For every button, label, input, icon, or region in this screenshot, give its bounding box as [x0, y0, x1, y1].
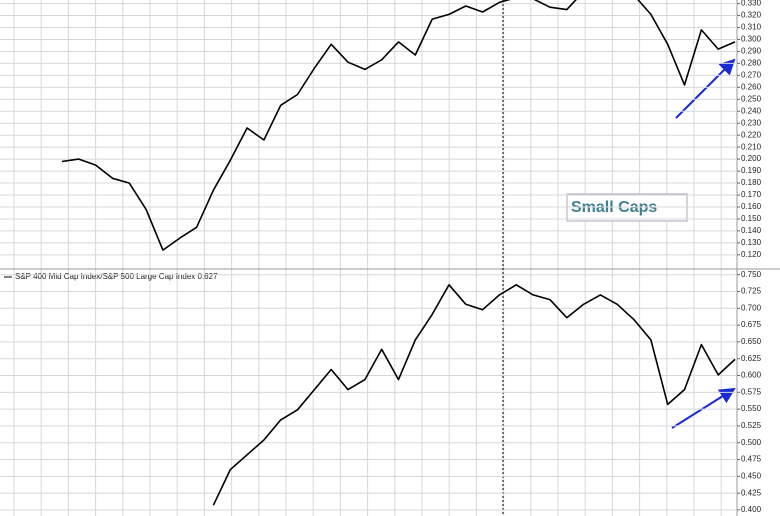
plot-bg [0, 0, 737, 516]
y-tick-label: 0.310 [741, 23, 762, 32]
y-tick-label: 0.240 [741, 106, 762, 115]
y-tick-label: 0.400 [741, 505, 762, 514]
series-group [212, 284, 736, 506]
price-line [61, 0, 736, 251]
y-tick-label: 0.230 [741, 118, 762, 127]
y-tick-label: 0.450 [741, 471, 762, 480]
y-tick-label: 0.600 [741, 371, 762, 380]
y-tick-label: 0.140 [741, 226, 762, 235]
annotation-box [566, 193, 688, 222]
series-group [61, 0, 736, 251]
arrow [675, 58, 736, 119]
y-tick-label: 0.160 [741, 202, 762, 211]
arrow [671, 387, 736, 429]
y-tick-label: 0.525 [741, 421, 762, 430]
vertical-grid [13, 0, 722, 516]
y-tick-label: 0.150 [741, 214, 762, 223]
y-tick-label: 0.725 [741, 287, 762, 296]
y-tick-label: 0.330 [741, 0, 762, 8]
y-tick-label: 0.425 [741, 488, 762, 497]
y-tick-label: 0.170 [741, 190, 762, 199]
y-tick-label: 0.280 [741, 59, 762, 68]
y-tick-label: 0.200 [741, 154, 762, 163]
y-tick-label: 0.750 [741, 270, 762, 279]
y-tick-label: 0.260 [741, 82, 762, 91]
price-line [212, 284, 736, 506]
y-tick-label: 0.550 [741, 404, 762, 413]
y-tick-label: 0.675 [741, 320, 762, 329]
y-tick-label: 0.575 [741, 387, 762, 396]
y-tick-label: 0.180 [741, 178, 762, 187]
y-tick-label: 0.270 [741, 70, 762, 79]
y-tick-label: 0.320 [741, 11, 762, 20]
y-tick-label: 0.625 [741, 354, 762, 363]
y-tick-label: 0.300 [741, 35, 762, 44]
y-tick-label: 0.650 [741, 337, 762, 346]
legend-entry: S&P 400 Mid Cap Index/S&P 500 Large Cap … [15, 272, 218, 281]
y-tick-label: 0.120 [741, 250, 762, 259]
y-tick-label: 0.210 [741, 142, 762, 151]
y-tick-label: 0.700 [741, 303, 762, 312]
y-tick-label: 0.475 [741, 455, 762, 464]
y-tick-label: 0.190 [741, 166, 762, 175]
y-tick-label: 0.220 [741, 130, 762, 139]
y-tick-label: 0.500 [741, 438, 762, 447]
y-tick-label: 0.290 [741, 47, 762, 56]
y-tick-label: 0.130 [741, 238, 762, 247]
annotation: Small Caps [571, 199, 657, 216]
y-tick-label: 0.250 [741, 94, 762, 103]
